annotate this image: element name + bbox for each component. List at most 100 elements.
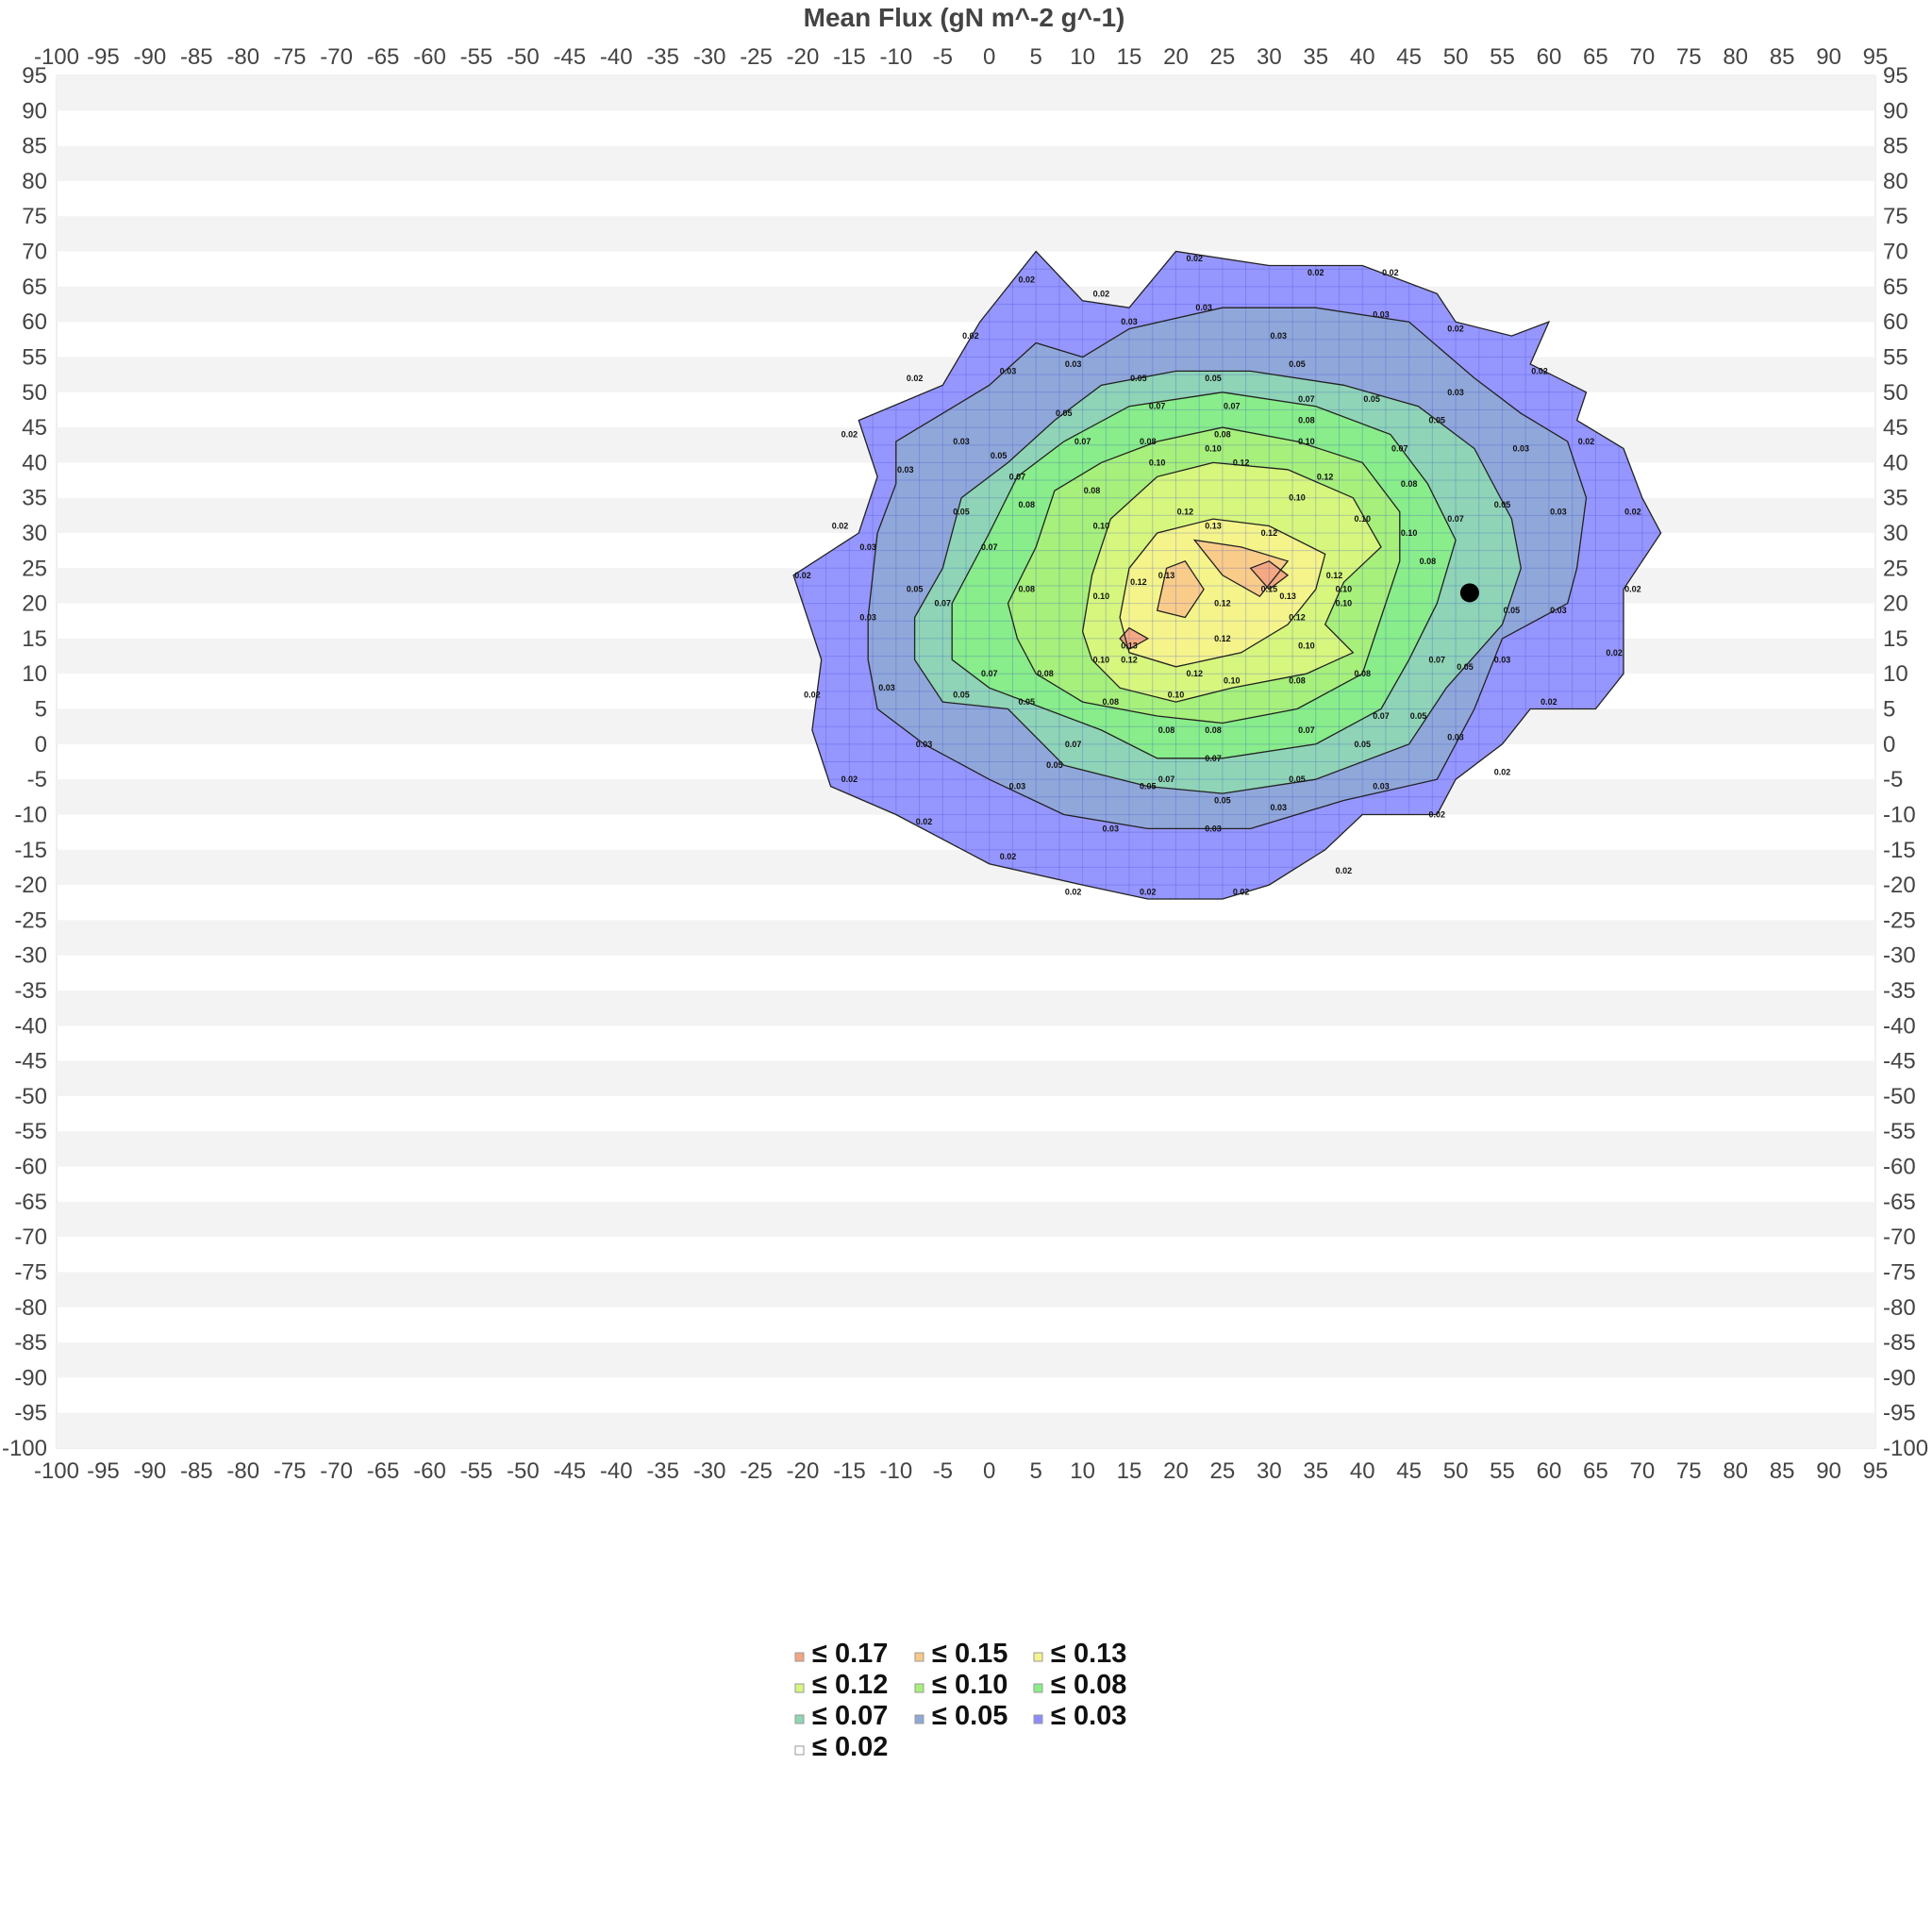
x-tick-label: -40 (600, 1458, 633, 1484)
contour-label: 0.12 (1121, 655, 1138, 664)
contour-label: 0.10 (1336, 585, 1353, 594)
contour-label: 0.07 (1205, 754, 1222, 763)
legend-label: ≤ 0.03 (1051, 1701, 1126, 1731)
y-tick-label: -65 (14, 1190, 47, 1215)
x-tick-label: 0 (983, 1458, 995, 1484)
y-axis-right-ticks: 95908580757065605550454035302520151050-5… (1883, 63, 1928, 1461)
contour-label: 0.03 (1000, 366, 1017, 375)
y-tick-label: 55 (1883, 344, 1908, 370)
legend-swatch (794, 1652, 805, 1662)
y-tick-label: -75 (1883, 1259, 1916, 1285)
contour-label: 0.02 (1065, 888, 1082, 897)
contour-line-8 (1192, 539, 1290, 598)
y-tick-label: 35 (22, 486, 47, 511)
site-marker (1459, 583, 1479, 603)
contour-label: 0.10 (1093, 655, 1110, 664)
y-tick-label: -30 (14, 943, 47, 969)
y-tick-label: -10 (14, 802, 47, 827)
y-tick-label: -100 (1883, 1436, 1928, 1461)
contour-label: 0.03 (1373, 310, 1390, 320)
x-tick-label: 5 (1029, 1458, 1041, 1484)
y-tick-label: -10 (1883, 802, 1916, 827)
x-tick-label: -30 (693, 44, 726, 70)
contour-label: 0.13 (1121, 641, 1138, 650)
contour-label: 0.05 (1289, 359, 1306, 369)
contour-label: 0.08 (1037, 669, 1054, 678)
legend-swatch (1033, 1714, 1043, 1724)
contour-label: 0.03 (1494, 655, 1511, 664)
contour-label: 0.02 (1093, 289, 1110, 298)
y-tick-label: 65 (22, 275, 47, 300)
contour-line-4 (1007, 426, 1401, 724)
y-tick-label: 15 (1883, 626, 1908, 652)
y-tick-label: 30 (1883, 521, 1908, 546)
x-tick-label: -75 (274, 44, 307, 70)
x-tick-label: 90 (1816, 44, 1841, 70)
contour-line-0 (792, 250, 1662, 900)
x-tick-label: -85 (180, 44, 213, 70)
contour-label: 0.02 (1578, 437, 1595, 446)
contour-label: 0.02 (1494, 768, 1511, 777)
contour-label: 0.02 (1606, 648, 1623, 658)
y-tick-label: -50 (14, 1084, 47, 1109)
x-tick-label: 85 (1770, 44, 1795, 70)
contour-label: 0.02 (1336, 866, 1353, 875)
y-tick-label: -75 (14, 1259, 47, 1285)
contour-label: 0.05 (991, 451, 1008, 460)
contour-lines (792, 250, 1662, 900)
grid-band (57, 849, 1875, 886)
contour-label: 0.05 (1205, 374, 1222, 383)
grid-band (57, 1342, 1875, 1378)
x-tick-label: 0 (983, 44, 995, 70)
y-tick-label: 0 (35, 732, 47, 758)
contour-label: 0.02 (1624, 585, 1641, 594)
contour-label: 0.08 (1084, 486, 1101, 495)
y-tick-label: -60 (14, 1155, 47, 1180)
grid-band (57, 920, 1875, 956)
y-tick-label: 15 (22, 626, 47, 652)
y-tick-label: 75 (22, 204, 47, 229)
contour-label: 0.12 (1326, 571, 1343, 580)
y-tick-label: 80 (1883, 169, 1908, 194)
contour-label: 0.12 (1317, 472, 1334, 481)
x-tick-label: -25 (740, 44, 773, 70)
x-tick-label: 65 (1583, 44, 1608, 70)
x-tick-label: -65 (367, 1458, 400, 1484)
y-tick-label: -55 (1883, 1119, 1916, 1144)
x-tick-label: -60 (413, 44, 446, 70)
y-tick-label: -40 (1883, 1013, 1916, 1039)
contour-label: 0.02 (794, 571, 811, 580)
contour-label: 0.02 (841, 430, 858, 440)
x-tick-label: -20 (787, 44, 820, 70)
contour-label: 0.03 (1270, 331, 1287, 341)
y-tick-label: 95 (1883, 63, 1908, 89)
y-tick-label: 35 (1883, 486, 1908, 511)
x-tick-label: -20 (787, 1458, 820, 1484)
contour-label: 0.03 (1205, 824, 1222, 833)
contour-line-3 (951, 391, 1457, 759)
contour-label: 0.07 (1009, 472, 1026, 481)
x-tick-label: 70 (1629, 1458, 1655, 1484)
x-tick-label: -75 (274, 1458, 307, 1484)
contour-label: 0.02 (841, 774, 858, 784)
x-tick-label: 90 (1816, 1458, 1841, 1484)
chart-title: Mean Flux (gN m^-2 g^-1) (804, 3, 1125, 32)
contour-line-1 (867, 307, 1588, 830)
contour-label: 0.03 (859, 613, 876, 623)
contour-label: 0.03 (1447, 388, 1464, 397)
contour-label: 0.02 (1624, 508, 1641, 517)
contour-label: 0.10 (1298, 641, 1315, 650)
y-tick-label: -45 (14, 1049, 47, 1074)
y-tick-label: 90 (22, 98, 47, 124)
x-tick-label: 80 (1723, 1458, 1748, 1484)
x-tick-label: -5 (933, 1458, 953, 1484)
y-tick-label: 90 (1883, 98, 1908, 124)
contour-label: 0.08 (1401, 479, 1418, 489)
legend-swatch (914, 1683, 924, 1693)
x-tick-label: 50 (1443, 1458, 1469, 1484)
y-tick-label: 45 (22, 415, 47, 441)
y-tick-label: 75 (1883, 204, 1908, 229)
contour-fill-7 (1157, 560, 1205, 618)
x-tick-label: 35 (1303, 1458, 1328, 1484)
x-tick-label: 30 (1257, 1458, 1282, 1484)
